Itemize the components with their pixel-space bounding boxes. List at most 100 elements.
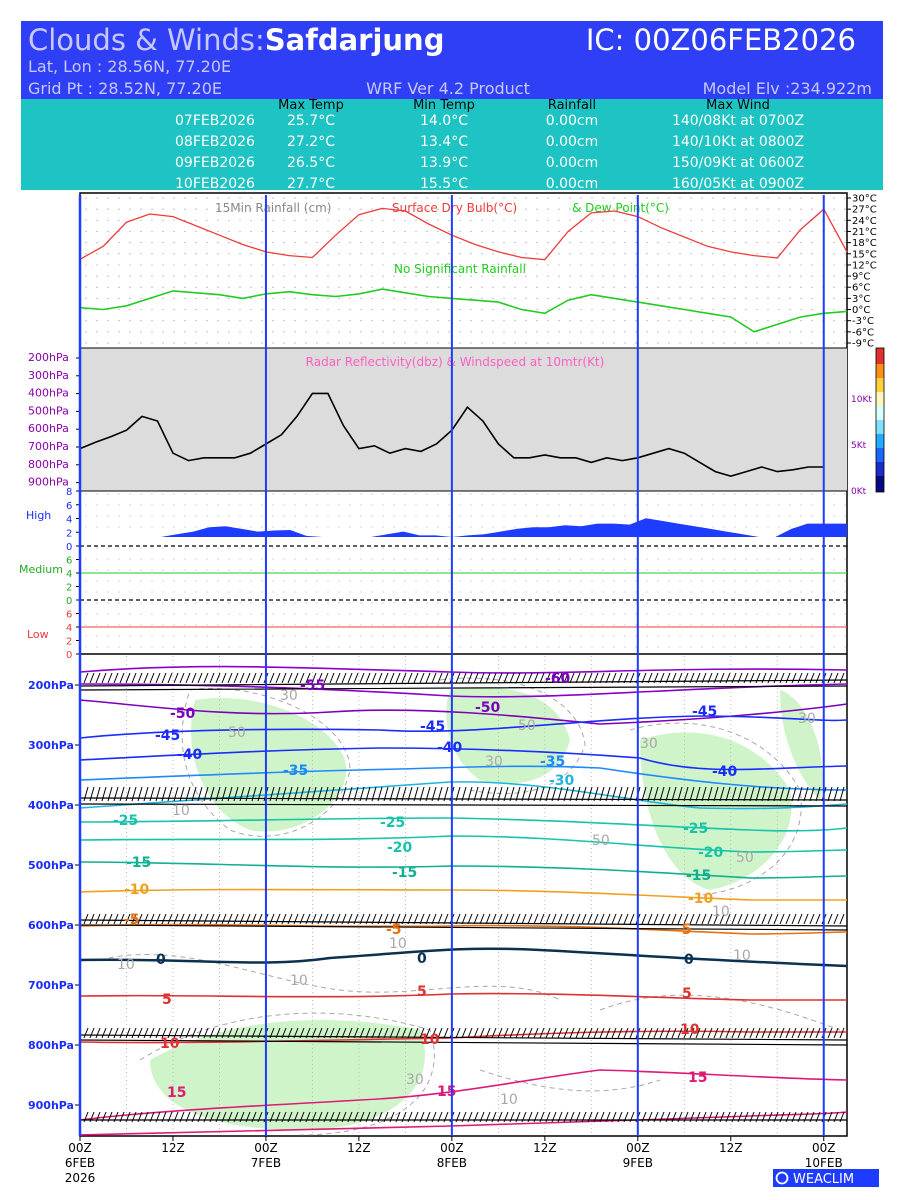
contour-label: -45 [155,728,180,744]
grid-dot [261,558,263,560]
grid-dot [459,515,461,517]
grid-dot [459,286,461,288]
barb [827,786,833,802]
grid-dot [316,580,318,582]
grid-dot [756,286,758,288]
barb [251,672,257,684]
grid-dot [437,242,439,244]
grid-dot [503,331,505,333]
barb [503,1027,509,1039]
grid-dot [459,342,461,344]
grid-dot [492,635,494,637]
grid-dot [107,320,109,322]
grid-dot [591,613,593,615]
grid-dot [668,342,670,344]
grid-dot [712,297,714,299]
grid-dot [514,297,516,299]
ytick-label: 6°C [852,283,870,294]
contour-label: 50 [228,725,246,741]
grid-dot [712,558,714,560]
grid-dot [85,526,87,528]
barb [89,786,95,802]
barb [125,1027,131,1039]
grid-dot [470,219,472,221]
grid-dot [239,558,241,560]
grid-dot [217,646,219,648]
grid-dot [129,308,131,311]
grid-dot [283,275,285,277]
grid-dot [96,624,98,626]
grid-dot [184,526,186,528]
barb [83,1027,89,1039]
grid-dot [833,219,835,221]
table-cell: 10FEB2026 [175,176,255,192]
grid-dot [525,264,527,266]
grid-dot [426,580,428,582]
grid-dot [272,197,274,199]
grid-dot [184,208,186,210]
grid-dot [679,275,681,277]
barb [551,786,557,802]
grid-dot [195,558,197,560]
grid-dot [272,308,274,311]
barb [275,1111,281,1123]
barb [383,672,389,684]
grid-dot [96,547,98,549]
barb [215,672,221,684]
barb [143,1027,149,1039]
grid-dot [261,504,263,506]
grid-dot [349,580,351,582]
grid-dot [184,331,186,333]
grid-dot [800,342,802,344]
grid-dot [613,275,615,277]
grid-dot [503,526,505,528]
grid-dot [745,264,747,266]
grid-dot [679,558,681,560]
grid-dot [360,547,362,549]
temperature-contours [79,665,848,1136]
grid-dot [514,308,516,311]
grid-dot [844,635,846,637]
grid-dot [129,253,131,255]
grid-dot [668,493,670,495]
grid-dot [250,208,252,210]
grid-dot [701,602,703,604]
barb [197,1111,203,1123]
grid-dot [646,558,648,560]
lat-lon: Lat, Lon : 28.56N, 77.20E [28,57,231,76]
barb [473,672,479,684]
barb [749,672,755,684]
grid-dot [668,242,670,244]
grid-dot [426,320,428,322]
barb [209,1027,215,1039]
grid-dot [657,297,659,299]
grid-dot [745,208,747,210]
grid-dot [690,635,692,637]
barb [401,1111,407,1123]
grid-dot [833,646,835,648]
grid-dot [778,646,780,648]
grid-dot [734,308,736,311]
grid-dot [657,197,659,199]
grid-dot [492,602,494,604]
grid-dot [96,264,98,266]
contour-label: 5 [417,984,427,1000]
barb [257,786,263,802]
barb [497,786,503,802]
barb [761,786,767,802]
grid-dot [239,602,241,604]
barb [563,786,569,802]
grid-dot [668,504,670,506]
grid-dot [492,297,494,299]
barb [377,1111,383,1123]
grid-dot [734,547,736,549]
grid-dot [712,504,714,506]
cloud-ytick-label: 4 [66,569,72,580]
contour-label: 30 [406,1072,424,1088]
grid-dot [184,515,186,517]
barb [269,913,275,925]
barb [101,913,107,925]
grid-dot [217,569,219,571]
grid-dot [547,286,549,288]
contour-m40 [79,747,848,771]
